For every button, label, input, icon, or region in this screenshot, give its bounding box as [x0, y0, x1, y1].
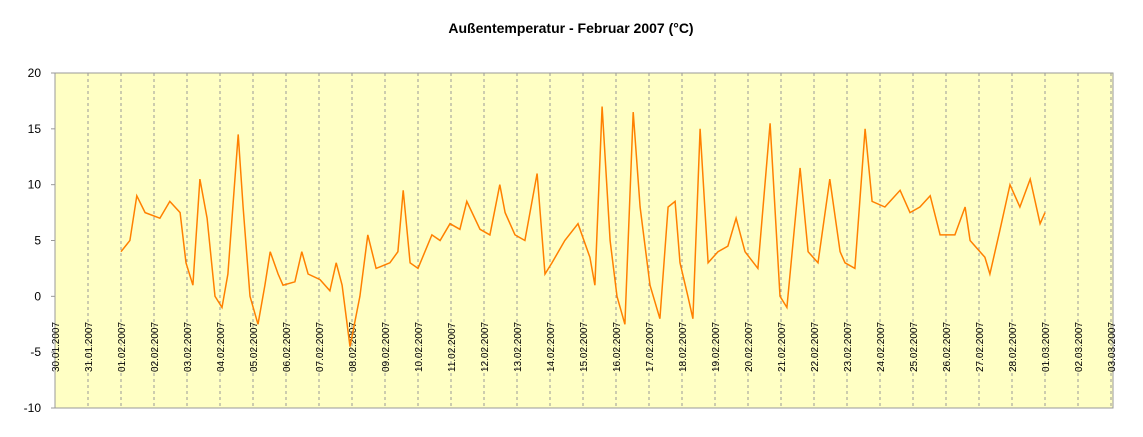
x-tick-label: 02.03.2007	[1074, 322, 1085, 372]
x-tick-label: 02.02.2007	[150, 322, 161, 372]
x-tick-label: 24.02.2007	[876, 322, 887, 372]
y-tick-label: -10	[24, 401, 42, 415]
x-tick-label: 22.02.2007	[810, 322, 821, 372]
x-tick-label: 15.02.2007	[579, 322, 590, 372]
x-tick-label: 08.02.2007	[348, 322, 359, 372]
x-tick-label: 31.01.2007	[84, 322, 95, 372]
temperature-line	[120, 106, 1046, 347]
x-tick-label: 07.02.2007	[315, 322, 326, 372]
y-tick-label: 10	[28, 178, 42, 192]
x-tick-label: 01.02.2007	[117, 322, 128, 372]
x-tick-label: 20.02.2007	[744, 322, 755, 372]
y-tick-label: 15	[28, 122, 42, 136]
x-tick-label: 30.01.2007	[51, 322, 62, 372]
x-tick-label: 01.03.2007	[1041, 322, 1052, 372]
x-tick-label: 05.02.2007	[249, 322, 260, 372]
chart-title: Außentemperatur - Februar 2007 (°C)	[448, 20, 693, 36]
y-tick-label: 0	[34, 289, 41, 303]
x-tick-label: 06.02.2007	[282, 322, 293, 372]
x-tick-label: 09.02.2007	[381, 322, 392, 372]
x-tick-label: 12.02.2007	[480, 322, 491, 372]
x-tick-label: 16.02.2007	[612, 322, 623, 372]
x-tick-label: 03.03.2007	[1107, 322, 1118, 372]
x-tick-label: 03.02.2007	[183, 322, 194, 372]
x-tick-label: 19.02.2007	[711, 322, 722, 372]
x-tick-label: 11.02.2007	[447, 322, 458, 372]
x-tick-label: 25.02.2007	[909, 322, 920, 372]
x-tick-label: 17.02.2007	[645, 322, 656, 372]
y-tick-label: -5	[30, 345, 41, 359]
y-tick-label: 20	[28, 66, 42, 80]
x-tick-label: 18.02.2007	[678, 322, 689, 372]
x-tick-label: 28.02.2007	[1008, 322, 1019, 372]
y-tick-label: 5	[34, 234, 41, 248]
x-tick-label: 27.02.2007	[975, 322, 986, 372]
x-tick-label: 14.02.2007	[546, 322, 557, 372]
x-tick-label: 21.02.2007	[777, 322, 788, 372]
x-tick-label: 04.02.2007	[216, 322, 227, 372]
x-tick-label: 23.02.2007	[843, 322, 854, 372]
x-tick-label: 10.02.2007	[414, 322, 425, 372]
x-tick-label: 26.02.2007	[942, 322, 953, 372]
x-tick-label: 13.02.2007	[513, 322, 524, 372]
